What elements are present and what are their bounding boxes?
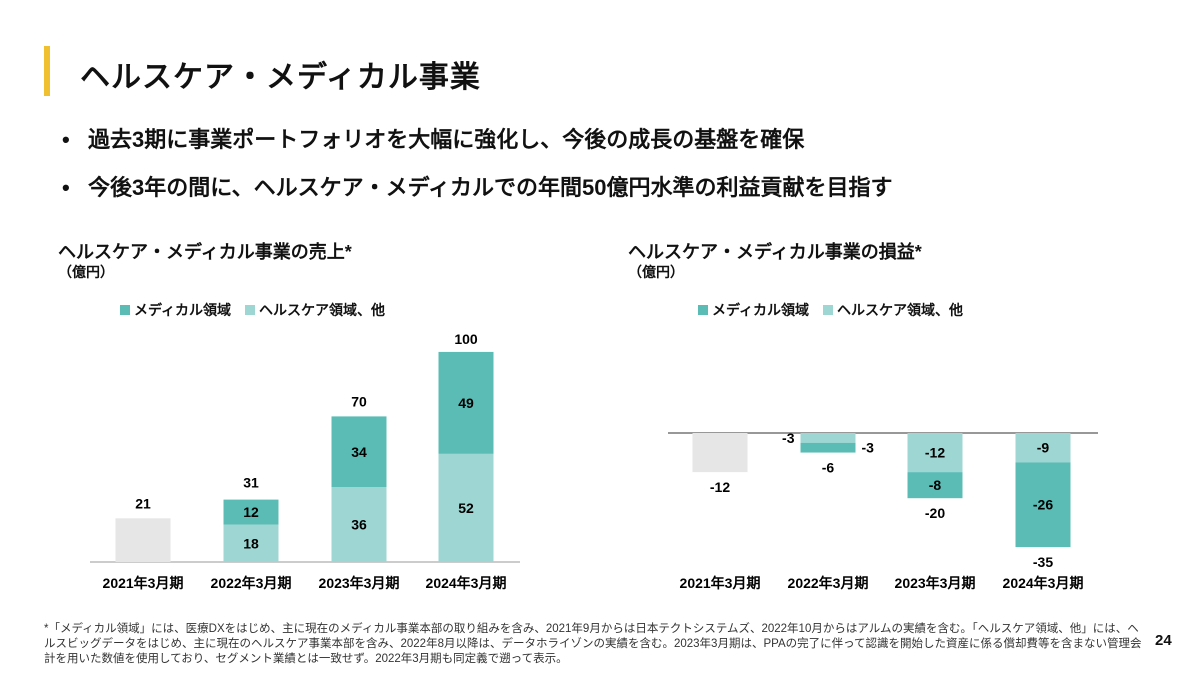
total-value-label: -20 (925, 505, 945, 521)
bullet-2: • 今後3年の間に、ヘルスケア・メディカルでの年間50億円水準の利益貢献を目指す (62, 170, 893, 202)
legend-swatch-medical (120, 305, 130, 315)
page-number: 24 (1155, 632, 1172, 649)
bar-segment (223, 524, 279, 562)
profit-chart-legend: メディカル領域 ヘルスケア領域、他 (698, 300, 963, 320)
bar-segment (1015, 433, 1071, 463)
category-label: 2021年3月期 (680, 575, 761, 591)
legend-swatch-medical (698, 305, 708, 315)
bar-segment (331, 416, 387, 488)
legend-swatch-healthcare (245, 305, 256, 315)
total-value-label: 70 (351, 393, 367, 409)
bar-segment (331, 487, 387, 562)
legend-label: ヘルスケア領域、他 (837, 302, 964, 318)
sales-chart-legend: メディカル領域 ヘルスケア領域、他 (120, 300, 385, 320)
bar-segment (438, 453, 494, 562)
footnote: *「メディカル領域」には、医療DXをはじめ、主に現在のメディカル事業本部の取り組… (44, 623, 1142, 665)
bullet-1: • 過去3期に事業ポートフォリオを大幅に強化し、今後の成長の基盤を確保 (62, 122, 804, 154)
sales-chart-title: ヘルスケア・メディカル事業の売上* (58, 242, 352, 262)
segment-value-label: -3 (862, 440, 875, 456)
bar-segment (907, 433, 963, 473)
bullet-mark: • (62, 127, 70, 152)
total-value-label: -12 (710, 479, 730, 495)
segment-value-label: 18 (243, 535, 259, 551)
bar-segment (800, 433, 856, 443)
bar-segment (800, 442, 856, 453)
title-accent-bar (44, 46, 50, 96)
segment-value-label: 12 (243, 504, 259, 520)
segment-value-label: -8 (929, 477, 942, 493)
legend-label: ヘルスケア領域、他 (259, 302, 386, 318)
category-label: 2023年3月期 (895, 575, 976, 591)
bullet-text: 過去3期に事業ポートフォリオを大幅に強化し、今後の成長の基盤を確保 (88, 127, 805, 152)
segment-value-label: 49 (458, 395, 474, 411)
bullet-mark: • (62, 175, 70, 200)
segment-value-label: -3 (782, 430, 795, 446)
bar-segment (223, 499, 279, 525)
category-label: 2022年3月期 (788, 575, 869, 591)
segment-value-label: -12 (925, 445, 945, 461)
page-title: ヘルスケア・メディカル事業 (80, 61, 481, 94)
profit-chart-title: ヘルスケア・メディカル事業の損益* (628, 242, 922, 262)
total-value-label: -6 (822, 460, 835, 476)
profit-chart-unit: （億円） (628, 264, 684, 280)
total-value-label: 31 (243, 475, 259, 491)
segment-value-label: 34 (351, 444, 367, 460)
category-label: 2021年3月期 (103, 575, 184, 591)
bar-total (115, 518, 171, 562)
category-label: 2023年3月期 (319, 575, 400, 591)
segment-value-label: 52 (458, 500, 474, 516)
bar-total (692, 433, 748, 473)
bullet-text: 今後3年の間に、ヘルスケア・メディカルでの年間50億円水準の利益貢献を目指す (88, 175, 893, 200)
total-value-label: 21 (135, 495, 151, 511)
segment-value-label: -26 (1033, 497, 1053, 513)
segment-value-label: 36 (351, 517, 367, 533)
bar-segment (907, 472, 963, 499)
category-label: 2024年3月期 (426, 575, 507, 591)
category-label: 2024年3月期 (1003, 575, 1084, 591)
segment-value-label: -9 (1037, 440, 1050, 456)
total-value-label: 100 (454, 331, 478, 347)
bar-segment (1015, 462, 1071, 548)
legend-label: メディカル領域 (134, 302, 232, 318)
legend-swatch-healthcare (823, 305, 834, 315)
legend-label: メディカル領域 (712, 302, 810, 318)
category-label: 2022年3月期 (211, 575, 292, 591)
bar-segment (438, 351, 494, 454)
total-value-label: -35 (1033, 554, 1053, 570)
sales-chart-unit: （億円） (58, 264, 114, 280)
